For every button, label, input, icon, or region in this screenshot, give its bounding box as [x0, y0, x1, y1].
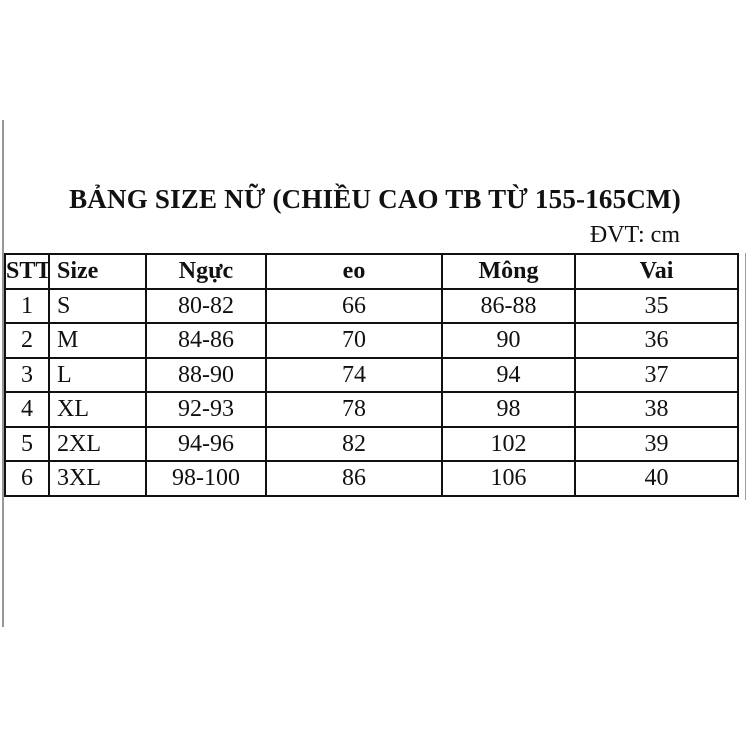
cell-shoulder: 40	[574, 460, 739, 497]
table-row: 3 L 88-90 74 94 37	[4, 356, 739, 393]
table-row: 4 XL 92-93 78 98 38	[4, 391, 739, 428]
cell-bust: 88-90	[145, 356, 267, 393]
unit-label: ĐVT: cm	[589, 222, 680, 248]
cell-waist: 86	[265, 460, 443, 497]
column-header-size: Size	[48, 253, 147, 290]
cell-hip: 102	[441, 425, 576, 462]
size-table: STT Size Ngực eo Mông Vai 1 S 80-82 66 8…	[4, 253, 739, 497]
cell-waist: 74	[265, 356, 443, 393]
cell-stt: 4	[4, 391, 50, 428]
table-row: 5 2XL 94-96 82 102 39	[4, 425, 739, 462]
cell-shoulder: 36	[574, 322, 739, 359]
page-title: BẢNG SIZE NỮ (CHIỀU CAO TB TỪ 155-165CM)	[69, 184, 681, 214]
cell-size: 3XL	[48, 460, 147, 497]
cell-size: S	[48, 287, 147, 324]
cell-hip: 94	[441, 356, 576, 393]
cell-shoulder: 37	[574, 356, 739, 393]
cell-bust: 94-96	[145, 425, 267, 462]
cell-bust: 80-82	[145, 287, 267, 324]
cell-waist: 78	[265, 391, 443, 428]
cell-shoulder: 39	[574, 425, 739, 462]
cell-stt: 1	[4, 287, 50, 324]
column-header-waist: eo	[265, 253, 443, 290]
cell-hip: 86-88	[441, 287, 576, 324]
cell-hip: 98	[441, 391, 576, 428]
column-header-hip: Mông	[441, 253, 576, 290]
cell-size: M	[48, 322, 147, 359]
cell-shoulder: 38	[574, 391, 739, 428]
cell-stt: 5	[4, 425, 50, 462]
table-row: 2 M 84-86 70 90 36	[4, 322, 739, 359]
cell-stt: 3	[4, 356, 50, 393]
page-edge-rule-right	[745, 253, 746, 500]
column-header-shoulder: Vai	[574, 253, 739, 290]
cell-size: XL	[48, 391, 147, 428]
table-header-row: STT Size Ngực eo Mông Vai	[4, 253, 739, 290]
cell-bust: 98-100	[145, 460, 267, 497]
cell-waist: 82	[265, 425, 443, 462]
table-row: 1 S 80-82 66 86-88 35	[4, 287, 739, 324]
column-header-bust: Ngực	[145, 253, 267, 290]
cell-size: 2XL	[48, 425, 147, 462]
column-header-stt: STT	[4, 253, 50, 290]
table-row: 6 3XL 98-100 86 106 40	[4, 460, 739, 497]
cell-waist: 70	[265, 322, 443, 359]
cell-bust: 84-86	[145, 322, 267, 359]
cell-stt: 2	[4, 322, 50, 359]
cell-hip: 106	[441, 460, 576, 497]
cell-waist: 66	[265, 287, 443, 324]
cell-bust: 92-93	[145, 391, 267, 428]
cell-size: L	[48, 356, 147, 393]
cell-shoulder: 35	[574, 287, 739, 324]
cell-hip: 90	[441, 322, 576, 359]
cell-stt: 6	[4, 460, 50, 497]
page-edge-rule-left	[2, 120, 4, 627]
